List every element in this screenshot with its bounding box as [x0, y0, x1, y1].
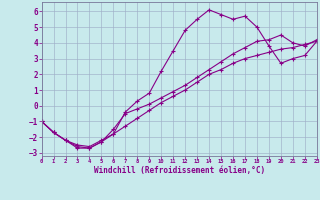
- X-axis label: Windchill (Refroidissement éolien,°C): Windchill (Refroidissement éolien,°C): [94, 166, 265, 175]
